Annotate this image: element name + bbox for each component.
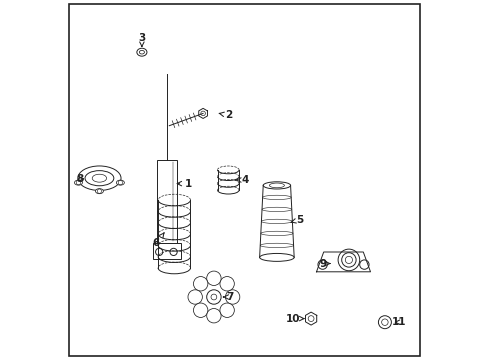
- Polygon shape: [305, 312, 316, 325]
- Circle shape: [187, 290, 202, 304]
- Circle shape: [378, 316, 390, 329]
- Polygon shape: [198, 108, 207, 118]
- Ellipse shape: [259, 253, 294, 261]
- Bar: [152, 243, 181, 259]
- Circle shape: [206, 309, 221, 323]
- Circle shape: [359, 260, 368, 269]
- Polygon shape: [316, 252, 370, 272]
- Text: 5: 5: [290, 215, 304, 225]
- Circle shape: [337, 249, 359, 271]
- Text: 7: 7: [223, 292, 233, 302]
- Ellipse shape: [85, 171, 114, 186]
- Circle shape: [317, 260, 326, 269]
- Ellipse shape: [74, 180, 82, 185]
- Text: 9: 9: [319, 258, 329, 269]
- Text: 10: 10: [285, 314, 303, 324]
- Circle shape: [220, 303, 234, 318]
- Text: 1: 1: [177, 179, 192, 189]
- Text: 3: 3: [138, 33, 145, 46]
- Ellipse shape: [95, 189, 103, 194]
- Circle shape: [206, 290, 221, 304]
- Text: 6: 6: [152, 233, 164, 248]
- Circle shape: [220, 276, 234, 291]
- Circle shape: [206, 271, 221, 285]
- Text: 8: 8: [76, 174, 83, 184]
- Ellipse shape: [263, 182, 290, 189]
- Ellipse shape: [78, 166, 121, 190]
- Bar: [157, 160, 177, 243]
- Circle shape: [225, 290, 239, 304]
- Circle shape: [193, 303, 207, 318]
- Text: 4: 4: [235, 175, 248, 185]
- Ellipse shape: [116, 180, 124, 185]
- Circle shape: [341, 253, 355, 267]
- Circle shape: [193, 276, 207, 291]
- Text: 11: 11: [391, 317, 406, 327]
- Text: 2: 2: [219, 110, 231, 120]
- Ellipse shape: [137, 48, 146, 56]
